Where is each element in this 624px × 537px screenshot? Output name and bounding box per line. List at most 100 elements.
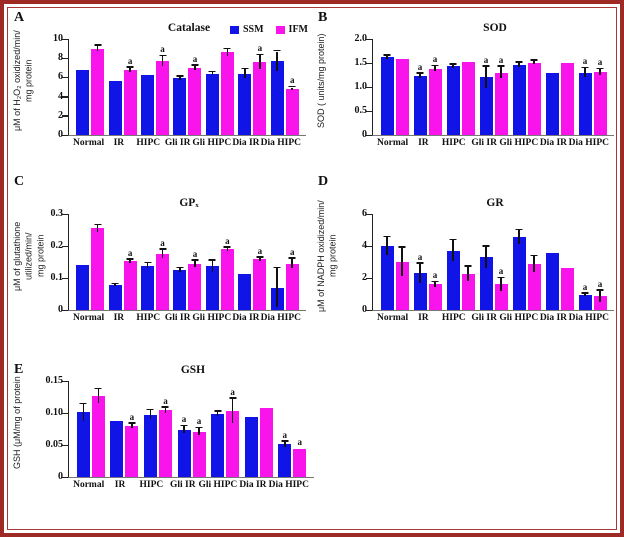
- bar-ssm: [110, 420, 124, 477]
- legend-item: IFM: [275, 24, 308, 35]
- panel-letter-b: B: [318, 10, 328, 25]
- significance-marker: a: [597, 278, 603, 289]
- y-tick-label: 0: [58, 129, 63, 140]
- bar-slot: [110, 381, 124, 477]
- bar-ifm: [188, 67, 202, 135]
- bar-ssm: [413, 75, 427, 135]
- y-tick-label: 0.15: [45, 375, 64, 386]
- error-bar: [276, 51, 278, 71]
- legend-label: IFM: [288, 24, 308, 35]
- bar-slot: [141, 39, 155, 135]
- x-category-label: IR: [113, 138, 125, 148]
- error-bar-cap: [195, 426, 203, 429]
- bar-ifm: [192, 431, 206, 477]
- error-bar-cap: [161, 406, 169, 408]
- x-category-label: IR: [113, 313, 125, 323]
- bar-ssm: [380, 246, 394, 310]
- bar-group: [378, 39, 411, 135]
- y-tick-label: 0: [58, 471, 63, 482]
- bar-group: a: [269, 214, 301, 310]
- legend-swatch-ssm: [229, 25, 239, 34]
- error-bar-cap: [383, 235, 391, 238]
- bar-ssm: [512, 237, 526, 310]
- x-category-label: Gli HIPC: [198, 480, 238, 490]
- error-bar: [584, 68, 586, 77]
- x-category-label: Normal: [73, 480, 105, 490]
- bar-slot: a: [192, 381, 206, 477]
- error-bar-cap: [159, 54, 167, 57]
- error-bar: [146, 263, 149, 269]
- panel-e: E GSH (μM/mg of protein GSH 0 0.05 0.10 0.1…: [12, 344, 318, 530]
- y-tick-label: 0.1: [50, 272, 64, 283]
- error-bar: [386, 237, 388, 255]
- bar-ifm: [91, 48, 105, 135]
- y-tick-mark: [62, 444, 68, 446]
- error-bar-cap: [416, 72, 424, 74]
- x-axis-labels: Normal IR HIPC Gli IR Gli HIPC Dia IR Dia HIPC: [68, 136, 306, 148]
- error-bar: [584, 293, 586, 297]
- error-bar-cap: [515, 228, 523, 230]
- bar-ssm: [446, 250, 460, 310]
- bar-ifm: [259, 407, 273, 477]
- error-bar: [419, 73, 421, 79]
- error-bar-cap: [256, 53, 264, 56]
- x-category-label: Gli IR: [471, 313, 497, 323]
- bar-ifm: [285, 263, 299, 310]
- x-category-label: Normal: [377, 313, 409, 323]
- error-bar: [161, 56, 164, 66]
- significance-marker: a: [289, 75, 295, 86]
- x-axis-labels: Normal IR HIPC Gli IR Gli HIPC Dia IR Dia HIPC: [68, 311, 306, 323]
- error-bar-cap: [288, 257, 296, 259]
- bar-group: a: [171, 39, 203, 135]
- error-bar-cap: [464, 265, 472, 267]
- bar-slot: [220, 39, 234, 135]
- bar-ifm: [220, 249, 234, 310]
- x-category-label: Dia IR: [239, 480, 267, 490]
- error-bar: [114, 284, 116, 286]
- error-bar-cap: [449, 238, 457, 241]
- legend: SSM IFM: [229, 24, 308, 35]
- x-axis-labels: Normal IR HIPC Gli IR Gli HIPC Dia IR Dia HIPC: [372, 311, 614, 323]
- bar-slot: a: [285, 214, 299, 310]
- bar-ssm: [512, 64, 526, 135]
- y-tick-label: 2.0: [354, 33, 368, 44]
- bar-group: a: [139, 214, 171, 310]
- bar-ssm: [143, 414, 157, 477]
- bar-slot: [479, 214, 493, 310]
- bar-ifm: [593, 72, 607, 135]
- y-tick-label: 0.2: [50, 240, 64, 251]
- y-tick-mark: [62, 38, 68, 40]
- bar-slot: [446, 214, 460, 310]
- y-tick-mark: [62, 245, 68, 247]
- significance-marker: a: [181, 414, 187, 425]
- x-category-label: Gli IR: [471, 138, 497, 148]
- x-category-label: HIPC: [136, 313, 161, 323]
- bar-group: [444, 39, 477, 135]
- bar-group: a: [477, 214, 510, 310]
- error-bar-cap: [581, 292, 589, 294]
- bar-ifm: [123, 261, 137, 310]
- bar-slot: a: [123, 39, 137, 135]
- significance-marker: a: [225, 235, 230, 246]
- error-bar: [386, 55, 388, 59]
- error-bar: [96, 45, 99, 52]
- bar-ssm: [545, 253, 559, 310]
- error-bar: [259, 257, 261, 262]
- bar-ssm: [177, 429, 191, 477]
- bar-slot: [270, 39, 284, 135]
- error-bar: [179, 76, 181, 80]
- bar-ssm: [578, 72, 592, 135]
- error-bar: [599, 69, 601, 75]
- x-category-label: Gli HIPC: [499, 138, 539, 148]
- error-bar-cap: [126, 66, 134, 68]
- y-tick-mark: [62, 96, 68, 98]
- significance-marker: a: [192, 53, 198, 64]
- error-bar: [226, 247, 229, 251]
- bar-ifm: [527, 62, 541, 135]
- error-bar-cap: [94, 387, 102, 390]
- x-axis-labels: Normal IR HIPC Gli IR Gli HIPC Dia IR Dia HIPC: [372, 136, 614, 148]
- error-bar-cap: [176, 75, 184, 77]
- bar-ifm: [461, 274, 475, 310]
